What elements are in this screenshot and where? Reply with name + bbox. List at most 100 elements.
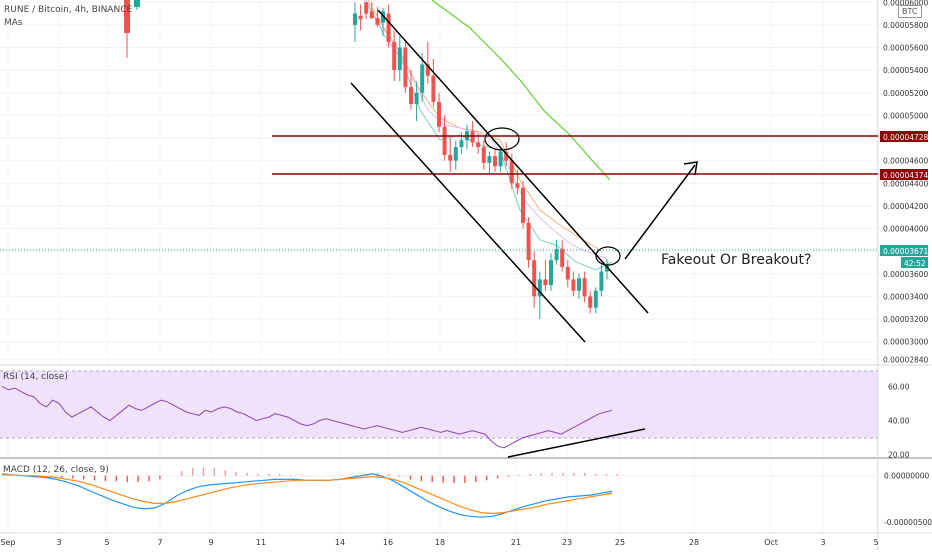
macd-tick-label: -0.00000500 bbox=[884, 518, 932, 527]
candle-body[interactable] bbox=[453, 147, 458, 161]
candle-body[interactable] bbox=[560, 248, 565, 267]
price-tick-label: 0.00003600 bbox=[883, 270, 929, 279]
candle-body[interactable] bbox=[543, 279, 548, 286]
slow-moving-average-line[interactable] bbox=[431, 0, 611, 181]
price-tick-label: 0.00005200 bbox=[883, 89, 929, 98]
currency-badge[interactable]: BTC bbox=[898, 5, 922, 18]
time-tick-label: 7 bbox=[157, 538, 162, 547]
candle-body[interactable] bbox=[487, 156, 492, 163]
candle-body[interactable] bbox=[509, 160, 514, 184]
breakout-highlight-ellipse[interactable] bbox=[595, 246, 621, 266]
candlestick-series[interactable] bbox=[353, 2, 609, 320]
symbol-title[interactable]: RUNE / Bitcoin, 4h, BINANCE bbox=[4, 5, 133, 15]
rsi-tick-label: 20.00 bbox=[888, 451, 910, 460]
countdown-tag-bg bbox=[901, 257, 928, 268]
candle-body[interactable] bbox=[364, 2, 369, 14]
channel-lower-trendline[interactable] bbox=[350, 82, 586, 343]
price-tick-label: 0.00005000 bbox=[883, 111, 929, 120]
macd-signal-line[interactable] bbox=[2, 474, 613, 515]
price-tick-label: 0.00004000 bbox=[883, 225, 929, 234]
early-candle-body bbox=[134, 0, 140, 7]
time-tick-label: Oct bbox=[764, 538, 778, 547]
rsi-divergence-trendline[interactable] bbox=[507, 428, 646, 458]
macd-axis-ticks: 0.00000000 -0.00000500 bbox=[884, 472, 932, 527]
candle-body[interactable] bbox=[588, 296, 593, 308]
price-tick-label: 0.00003000 bbox=[883, 338, 929, 347]
candle-body[interactable] bbox=[504, 151, 509, 161]
candle-body[interactable] bbox=[493, 156, 497, 167]
candle-body[interactable] bbox=[577, 278, 581, 291]
candle-body[interactable] bbox=[381, 11, 385, 23]
candle-body[interactable] bbox=[565, 266, 570, 280]
time-tick-label: 3 bbox=[820, 538, 825, 547]
candle-body[interactable] bbox=[571, 279, 576, 291]
price-tick-label: 0.00005400 bbox=[883, 66, 929, 75]
candle-body[interactable] bbox=[593, 290, 598, 308]
candle-body[interactable] bbox=[358, 15, 363, 20]
time-tick-label: 5 bbox=[873, 538, 878, 547]
rsi-label[interactable]: RSI (14, close) bbox=[3, 372, 68, 382]
candle-body[interactable] bbox=[403, 47, 408, 88]
candle-body[interactable] bbox=[425, 64, 430, 76]
channel-upper-trendline[interactable] bbox=[377, 9, 649, 314]
candle-body[interactable] bbox=[605, 265, 609, 272]
candle-body[interactable] bbox=[437, 101, 441, 127]
candle-body[interactable] bbox=[526, 222, 531, 261]
rsi-axis-ticks: 60.00 40.00 20.00 bbox=[888, 382, 910, 459]
candle-body[interactable] bbox=[582, 278, 587, 297]
breakdown-highlight-ellipse[interactable] bbox=[484, 127, 520, 151]
candle-body[interactable] bbox=[409, 87, 413, 105]
candle-body[interactable] bbox=[515, 183, 520, 188]
rsi-band bbox=[0, 371, 878, 438]
time-tick-label: 14 bbox=[335, 538, 345, 547]
time-tick-label: 5 bbox=[104, 538, 109, 547]
time-tick-label: 18 bbox=[435, 538, 445, 547]
time-axis-ticks[interactable]: Sep 3 5 7 9 11 14 16 18 21 23 25 28 Oct 3 5 bbox=[0, 538, 878, 547]
rsi-line[interactable] bbox=[1, 385, 613, 449]
candle-body[interactable] bbox=[532, 260, 537, 297]
price-tick-label: 0.00004400 bbox=[883, 179, 929, 188]
candle-body[interactable] bbox=[420, 64, 425, 93]
time-tick-label: 23 bbox=[562, 538, 572, 547]
candle-body[interactable] bbox=[599, 271, 604, 291]
time-tick-label: 11 bbox=[256, 538, 266, 547]
candle-body[interactable] bbox=[537, 279, 542, 297]
time-tick-label: 28 bbox=[689, 538, 699, 547]
price-tick-label: 0.00003400 bbox=[883, 292, 929, 301]
candle-body[interactable] bbox=[498, 151, 503, 167]
price-tick-label: 0.00002840 bbox=[883, 356, 929, 365]
candle-body[interactable] bbox=[397, 47, 402, 71]
price-tick-label: 0.00005600 bbox=[883, 44, 929, 53]
candle-body[interactable] bbox=[554, 248, 559, 261]
time-tick-label: Sep bbox=[0, 538, 15, 547]
price-tick-label: 0.00004600 bbox=[883, 157, 929, 166]
candle-body[interactable] bbox=[470, 131, 475, 143]
candle-body[interactable] bbox=[476, 142, 481, 148]
candle-body[interactable] bbox=[459, 140, 464, 148]
rsi-tick-label: 40.00 bbox=[888, 417, 910, 426]
candle-body[interactable] bbox=[521, 187, 525, 223]
candle-body[interactable] bbox=[448, 154, 453, 161]
projection-arrow-head[interactable] bbox=[683, 161, 698, 176]
resistance-1-tag: 0.00004728 bbox=[883, 133, 929, 142]
candle-body[interactable] bbox=[369, 11, 374, 19]
candle-body[interactable] bbox=[392, 41, 397, 71]
projection-arrow-line[interactable] bbox=[624, 164, 696, 260]
ma-indicator-label[interactable]: MAs bbox=[4, 18, 23, 28]
candle-body[interactable] bbox=[549, 260, 553, 286]
price-tick-label: 0.00003200 bbox=[883, 315, 929, 324]
resistance-2-tag: 0.00004374 bbox=[883, 171, 929, 180]
candle-body[interactable] bbox=[414, 92, 419, 105]
candle-body[interactable] bbox=[386, 13, 391, 42]
macd-label[interactable]: MACD (12, 26, close, 9) bbox=[3, 465, 109, 475]
time-tick-label: 25 bbox=[615, 538, 625, 547]
candle-body[interactable] bbox=[442, 126, 447, 155]
candle-body[interactable] bbox=[481, 147, 486, 163]
time-tick-label: 9 bbox=[208, 538, 213, 547]
candle-body[interactable] bbox=[375, 18, 380, 25]
candle-body[interactable] bbox=[353, 13, 357, 25]
early-candles bbox=[124, 0, 140, 58]
candle-body[interactable] bbox=[431, 75, 436, 102]
time-tick-label: 16 bbox=[383, 538, 393, 547]
